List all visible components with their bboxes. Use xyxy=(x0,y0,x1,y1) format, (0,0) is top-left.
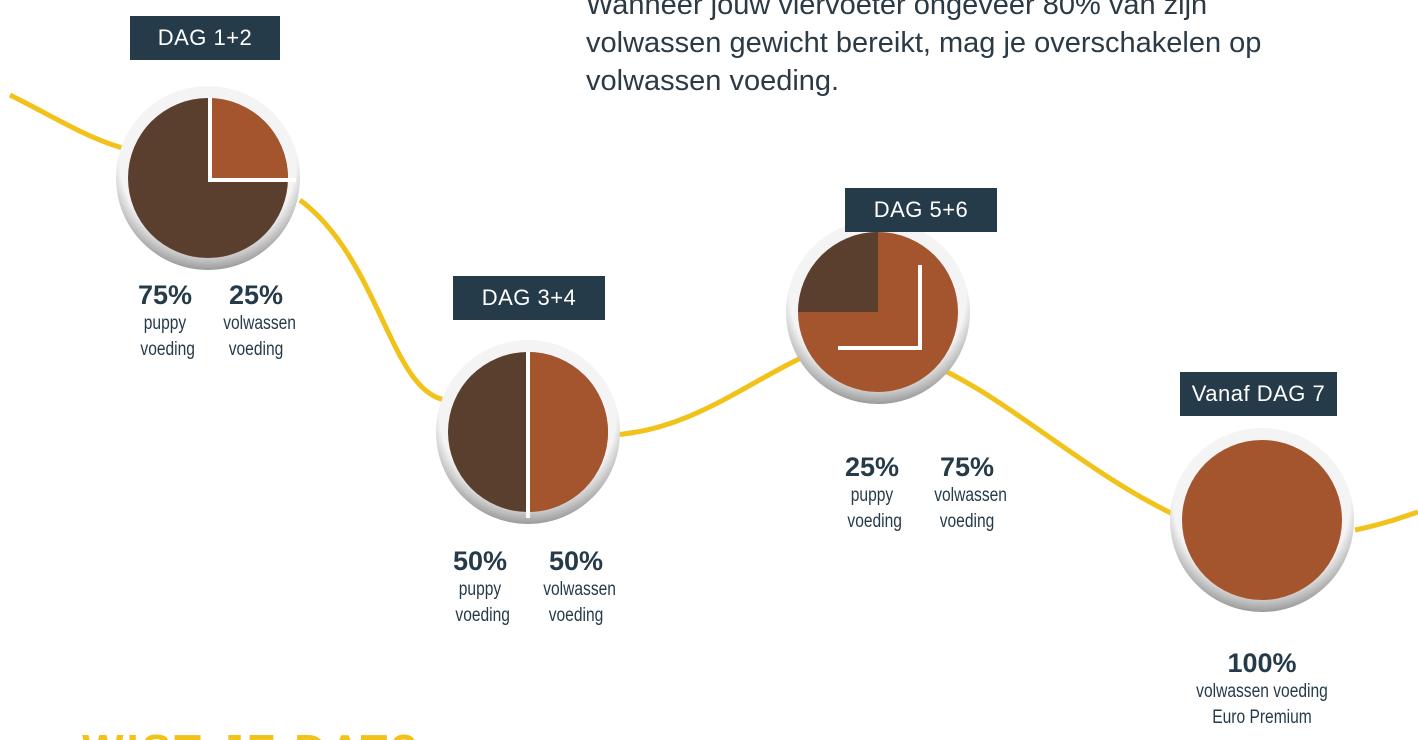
food-type: volwassen voeding xyxy=(543,577,609,629)
food-type: volwassen voeding xyxy=(934,483,1000,535)
intro-line: volwassen gewicht bereikt, mag je oversc… xyxy=(586,24,1261,62)
artwork xyxy=(0,0,1418,740)
footer-heading: WIST JE DAT? xyxy=(82,726,420,740)
percent: 75% xyxy=(115,280,215,311)
mix-part: 25%volwassen voeding xyxy=(206,280,306,363)
stage-label: Vanaf DAG 7 xyxy=(1180,372,1337,416)
stage-label: DAG 5+6 xyxy=(845,188,997,232)
food-type: puppy voeding xyxy=(847,483,896,535)
percent: 100% xyxy=(1162,648,1362,679)
food-type: volwassen voeding xyxy=(223,311,289,363)
percent: 25% xyxy=(822,452,922,483)
page: Wanneer jouw viervoeter ongeveer 80% van… xyxy=(0,0,1418,740)
bowl xyxy=(786,220,970,404)
bowl xyxy=(1170,428,1354,612)
food-type: volwassen voeding Euro Premium xyxy=(1192,679,1331,731)
bowl xyxy=(116,86,300,270)
mix-part: 25%puppy voeding xyxy=(822,452,922,535)
percent: 25% xyxy=(206,280,306,311)
intro-line: volwassen voeding. xyxy=(586,62,839,100)
stage-label: DAG 3+4 xyxy=(453,276,605,320)
mix-part: 50%volwassen voeding xyxy=(526,546,626,629)
percent: 50% xyxy=(430,546,530,577)
bowl xyxy=(436,340,620,524)
mix-part: 75%volwassen voeding xyxy=(917,452,1017,535)
stage-label: DAG 1+2 xyxy=(130,16,280,60)
mix-part: 100%volwassen voeding Euro Premium xyxy=(1162,648,1362,731)
food-type: puppy voeding xyxy=(455,577,504,629)
percent: 50% xyxy=(526,546,626,577)
mix-part: 50%puppy voeding xyxy=(430,546,530,629)
intro-line: Wanneer jouw viervoeter ongeveer 80% van… xyxy=(586,0,1207,24)
mix-part: 75%puppy voeding xyxy=(115,280,215,363)
food-type: puppy voeding xyxy=(140,311,189,363)
percent: 75% xyxy=(917,452,1017,483)
